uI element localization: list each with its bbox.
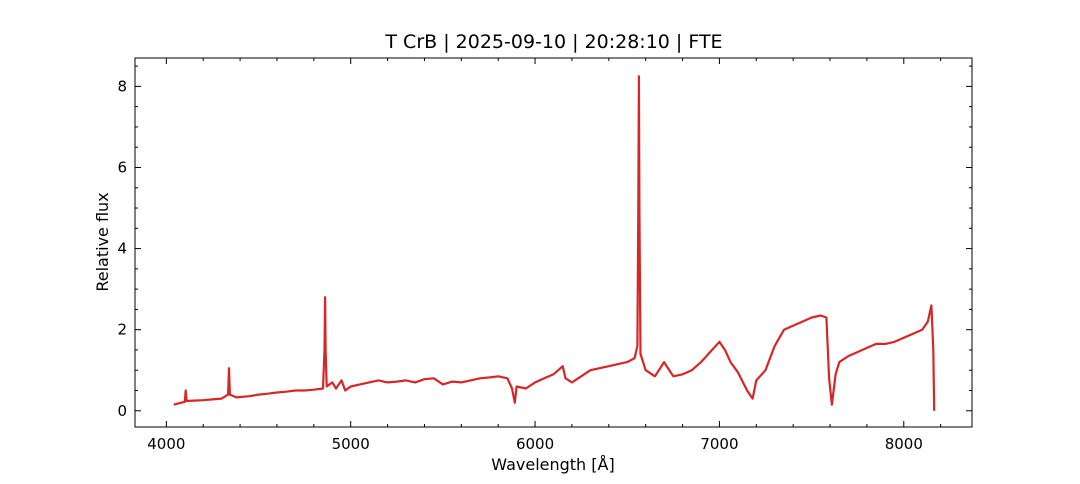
y-tick-label: 4 — [117, 240, 127, 258]
x-tick-label: 6000 — [516, 435, 554, 453]
plot-area — [173, 75, 936, 411]
x-axis-label: Wavelength [Å] — [491, 455, 614, 474]
x-tick-label: 4000 — [147, 435, 185, 453]
axis-ticks: 4000 5000 6000 7000 8000 0 2 4 6 8 — [117, 58, 972, 453]
y-tick-label: 6 — [117, 158, 127, 176]
chart-title: T CrB | 2025-09-10 | 20:28:10 | FTE — [384, 31, 722, 53]
x-tick-label: 5000 — [332, 435, 370, 453]
y-tick-label: 0 — [117, 402, 127, 420]
plot-frame — [134, 57, 973, 428]
x-tick-label: 8000 — [885, 435, 923, 453]
y-tick-label: 2 — [117, 321, 127, 339]
x-tick-label: 7000 — [700, 435, 738, 453]
spectrum-series-line-0 — [173, 75, 936, 411]
y-tick-label: 8 — [117, 77, 127, 95]
y-axis-label: Relative flux — [93, 192, 112, 291]
